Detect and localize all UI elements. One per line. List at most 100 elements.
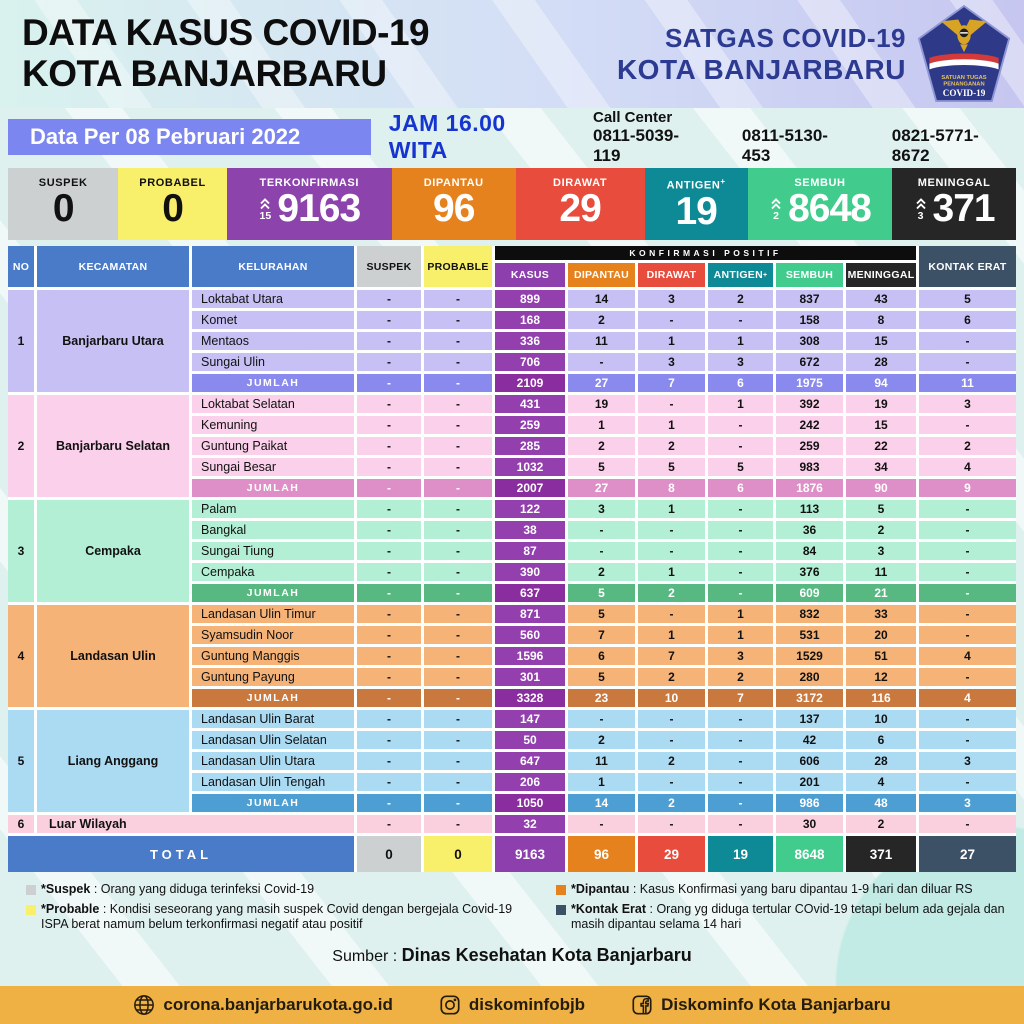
value-cell: 3 bbox=[919, 752, 1016, 770]
kecamatan-cell: Banjarbaru Selatan bbox=[37, 395, 189, 497]
value-cell: 5 bbox=[919, 290, 1016, 308]
group-no-cell: 6 bbox=[8, 815, 34, 833]
org-title-line2: KOTA BANJARBARU bbox=[616, 53, 906, 85]
value-cell: 113 bbox=[776, 500, 843, 518]
jumlah-value-cell: 2007 bbox=[495, 479, 565, 497]
kecamatan-cell: Banjarbaru Utara bbox=[37, 290, 189, 392]
kelurahan-cell: Guntung Payung bbox=[192, 668, 354, 686]
jumlah-value-cell: 21 bbox=[846, 584, 916, 602]
value-cell: - bbox=[919, 353, 1016, 371]
footer-website-link[interactable]: corona.banjarbarukota.go.id bbox=[133, 994, 393, 1016]
value-cell: 301 bbox=[495, 668, 565, 686]
value-cell: - bbox=[424, 500, 492, 518]
legend-swatch-icon bbox=[556, 885, 566, 895]
jumlah-value-cell: - bbox=[708, 584, 773, 602]
value-cell: 147 bbox=[495, 710, 565, 728]
value-cell: 5 bbox=[708, 458, 773, 476]
value-cell: 5 bbox=[846, 500, 916, 518]
stat-probabel: PROBABEL 0 bbox=[118, 168, 227, 240]
facebook-icon bbox=[632, 995, 652, 1015]
header-cell-no: NO bbox=[8, 246, 34, 287]
value-cell: - bbox=[357, 752, 421, 770]
value-cell: 7 bbox=[568, 626, 635, 644]
stat-value: 0 bbox=[52, 187, 75, 230]
footer-instagram-label: diskominfobjb bbox=[468, 995, 586, 1014]
value-cell: - bbox=[919, 731, 1016, 749]
value-cell: - bbox=[357, 710, 421, 728]
value-cell: - bbox=[424, 332, 492, 350]
svg-text:PENANGANAN: PENANGANAN bbox=[943, 82, 984, 88]
total-value-cell: 371 bbox=[846, 836, 916, 872]
jumlah-value-cell: 6 bbox=[708, 479, 773, 497]
group-no-cell: 3 bbox=[8, 500, 34, 602]
value-cell: 4 bbox=[919, 647, 1016, 665]
value-cell: 259 bbox=[495, 416, 565, 434]
footer-instagram-link[interactable]: diskominfobjb bbox=[439, 994, 585, 1016]
kelurahan-cell: Bangkal bbox=[192, 521, 354, 539]
total-label-cell: TOTAL bbox=[8, 836, 354, 872]
value-cell: 1 bbox=[708, 626, 773, 644]
value-cell: 706 bbox=[495, 353, 565, 371]
value-cell: - bbox=[919, 710, 1016, 728]
date-chip: Data Per 08 Pebruari 2022 bbox=[8, 119, 371, 155]
stat-delta: 15 bbox=[258, 197, 272, 222]
value-cell: - bbox=[568, 815, 635, 833]
kelurahan-cell: Landasan Ulin Barat bbox=[192, 710, 354, 728]
total-value-cell: 0 bbox=[357, 836, 421, 872]
globe-icon bbox=[134, 995, 155, 1015]
header-cell-probable: PROBABLE bbox=[424, 246, 492, 287]
jumlah-value-cell: 5 bbox=[568, 584, 635, 602]
value-cell: 137 bbox=[776, 710, 843, 728]
value-cell: - bbox=[357, 416, 421, 434]
value-cell: 11 bbox=[568, 752, 635, 770]
value-cell: - bbox=[919, 416, 1016, 434]
jumlah-value-cell: 14 bbox=[568, 794, 635, 812]
jumlah-value-cell: 1876 bbox=[776, 479, 843, 497]
header-cell-kelurahan: KELURAHAN bbox=[192, 246, 354, 287]
value-cell: 28 bbox=[846, 353, 916, 371]
value-cell: - bbox=[357, 647, 421, 665]
header-cell-antigen: ANTIGEN + bbox=[708, 263, 773, 287]
value-cell: 531 bbox=[776, 626, 843, 644]
footer-facebook-link[interactable]: Diskominfo Kota Banjarbaru bbox=[631, 994, 891, 1016]
value-cell: 336 bbox=[495, 332, 565, 350]
jumlah-value-cell: - bbox=[357, 584, 421, 602]
value-cell: - bbox=[424, 773, 492, 791]
value-cell: 6 bbox=[568, 647, 635, 665]
value-cell: 1 bbox=[638, 500, 705, 518]
value-cell: - bbox=[708, 500, 773, 518]
value-cell: - bbox=[357, 542, 421, 560]
value-cell: - bbox=[919, 563, 1016, 581]
value-cell: 43 bbox=[846, 290, 916, 308]
value-cell: 3 bbox=[919, 395, 1016, 413]
masthead: DATA KASUS COVID-19 KOTA BANJARBARU SATG… bbox=[0, 0, 1024, 108]
value-cell: - bbox=[357, 626, 421, 644]
value-cell: 392 bbox=[776, 395, 843, 413]
value-cell: - bbox=[424, 521, 492, 539]
legend-text: *Probable : Kondisi seseorang yang masih… bbox=[41, 901, 513, 932]
kecamatan-cell: Liang Anggang bbox=[37, 710, 189, 812]
value-cell: 122 bbox=[495, 500, 565, 518]
value-cell: 3 bbox=[708, 353, 773, 371]
value-cell: 5 bbox=[568, 668, 635, 686]
jumlah-value-cell: 3 bbox=[919, 794, 1016, 812]
kelurahan-cell: Kemuning bbox=[192, 416, 354, 434]
kelurahan-cell: Sungai Tiung bbox=[192, 542, 354, 560]
value-cell: 1529 bbox=[776, 647, 843, 665]
value-cell: - bbox=[357, 773, 421, 791]
jumlah-label-cell: JUMLAH bbox=[192, 794, 354, 812]
value-cell: - bbox=[357, 458, 421, 476]
value-cell: - bbox=[357, 395, 421, 413]
instagram-icon bbox=[440, 995, 460, 1015]
stat-sembuh: SEMBUH 2 8648 bbox=[747, 168, 893, 240]
footer-bar: corona.banjarbarukota.go.id diskominfobj… bbox=[0, 986, 1024, 1024]
value-cell: 3 bbox=[708, 647, 773, 665]
value-cell: - bbox=[424, 416, 492, 434]
value-cell: 2 bbox=[568, 437, 635, 455]
jumlah-value-cell: 27 bbox=[568, 479, 635, 497]
total-value-cell: 0 bbox=[424, 836, 492, 872]
jumlah-value-cell: - bbox=[424, 584, 492, 602]
value-cell: - bbox=[424, 353, 492, 371]
legend-left-column: *Suspek : Orang yang diduga terinfeksi C… bbox=[26, 882, 526, 933]
jumlah-value-cell: 6 bbox=[708, 374, 773, 392]
